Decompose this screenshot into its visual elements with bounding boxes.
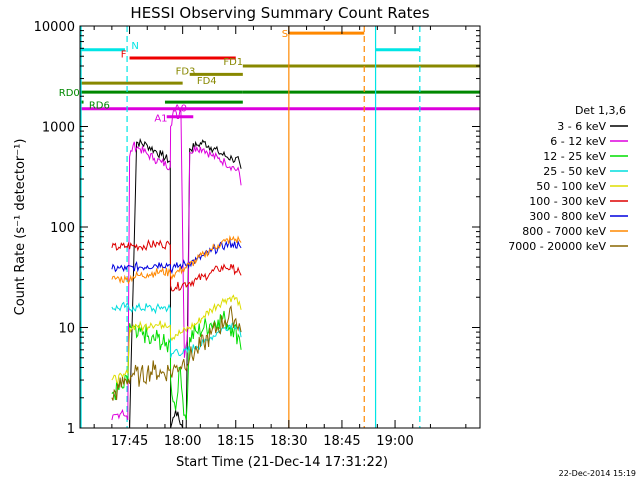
legend-label: 6 - 12 keV xyxy=(550,135,606,148)
x-axis-label: Start Time (21-Dec-14 17:31:22) xyxy=(176,455,388,470)
y-tick-label: 1000 xyxy=(42,121,75,136)
legend-label: 300 - 800 keV xyxy=(529,210,606,223)
series-line-6-12-kev xyxy=(111,108,242,421)
flag-label-rd0: RD0 xyxy=(59,88,80,99)
series-line-12-25-kev xyxy=(111,310,242,421)
flag-label-a1: A1 xyxy=(154,113,167,124)
series-line-800-7000-kev xyxy=(111,235,242,285)
flag-label-f: F xyxy=(121,50,127,61)
legend-label: 800 - 7000 keV xyxy=(522,225,606,238)
vertical-lines-group xyxy=(80,26,421,428)
flag-label-fd3: FD3 xyxy=(176,67,196,78)
legend-label: 7000 - 20000 keV xyxy=(508,240,606,253)
legend-label: 50 - 100 keV xyxy=(536,180,606,193)
y-axis-label: Count Rate (s⁻¹ detector⁻¹) xyxy=(13,139,28,316)
x-tick-label: 18:30 xyxy=(270,434,307,449)
flag-label-rd6: RD6 xyxy=(89,101,110,112)
y-tick-label: 100 xyxy=(50,221,75,236)
series-line-50-100-kev xyxy=(111,294,242,385)
legend-label: 100 - 300 keV xyxy=(529,195,606,208)
y-tick-label: 1 xyxy=(67,422,75,437)
x-tick-label: 17:45 xyxy=(111,434,148,449)
footer-date: 22-Dec-2014 15:19 xyxy=(559,469,636,478)
legend-label: 25 - 50 keV xyxy=(543,165,606,178)
legend-header: Det 1,3,6 xyxy=(575,104,626,117)
flag-label-fd1: FD1 xyxy=(223,57,243,68)
legend-group: Det 1,3,6 3 - 6 keV 6 - 12 keV 12 - 25 keV 2… xyxy=(508,104,628,253)
legend-label: 3 - 6 keV xyxy=(557,120,606,133)
x-tick-label: 18:15 xyxy=(217,434,254,449)
flag-label-fd4: FD4 xyxy=(197,76,217,87)
chart-title: HESSI Observing Summary Count Rates xyxy=(130,4,429,22)
series-line-7000-20000-kev xyxy=(111,304,242,401)
x-tick-label: 18:45 xyxy=(323,434,360,449)
y-tick-label: 10000 xyxy=(34,20,75,35)
axes-group: 1 10 100 1000 10000 17:45 18:00 18:15 18:30 18:45… xyxy=(34,20,480,449)
legend-label: 12 - 25 keV xyxy=(543,150,606,163)
x-tick-label: 19:00 xyxy=(376,434,413,449)
series-line-100-300-kev xyxy=(111,239,242,292)
series-group xyxy=(111,108,242,429)
flag-label-s: S xyxy=(282,29,288,40)
y-tick-label: 10 xyxy=(58,322,75,337)
x-tick-label: 18:00 xyxy=(164,434,201,449)
flag-label-n: N xyxy=(131,41,138,52)
